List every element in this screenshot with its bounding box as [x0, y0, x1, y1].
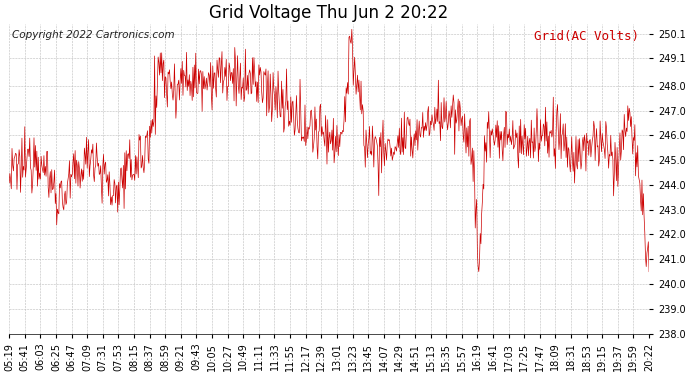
- Title: Grid Voltage Thu Jun 2 20:22: Grid Voltage Thu Jun 2 20:22: [210, 4, 448, 22]
- Text: Grid(AC Volts): Grid(AC Volts): [535, 30, 640, 43]
- Text: Copyright 2022 Cartronics.com: Copyright 2022 Cartronics.com: [12, 30, 175, 40]
